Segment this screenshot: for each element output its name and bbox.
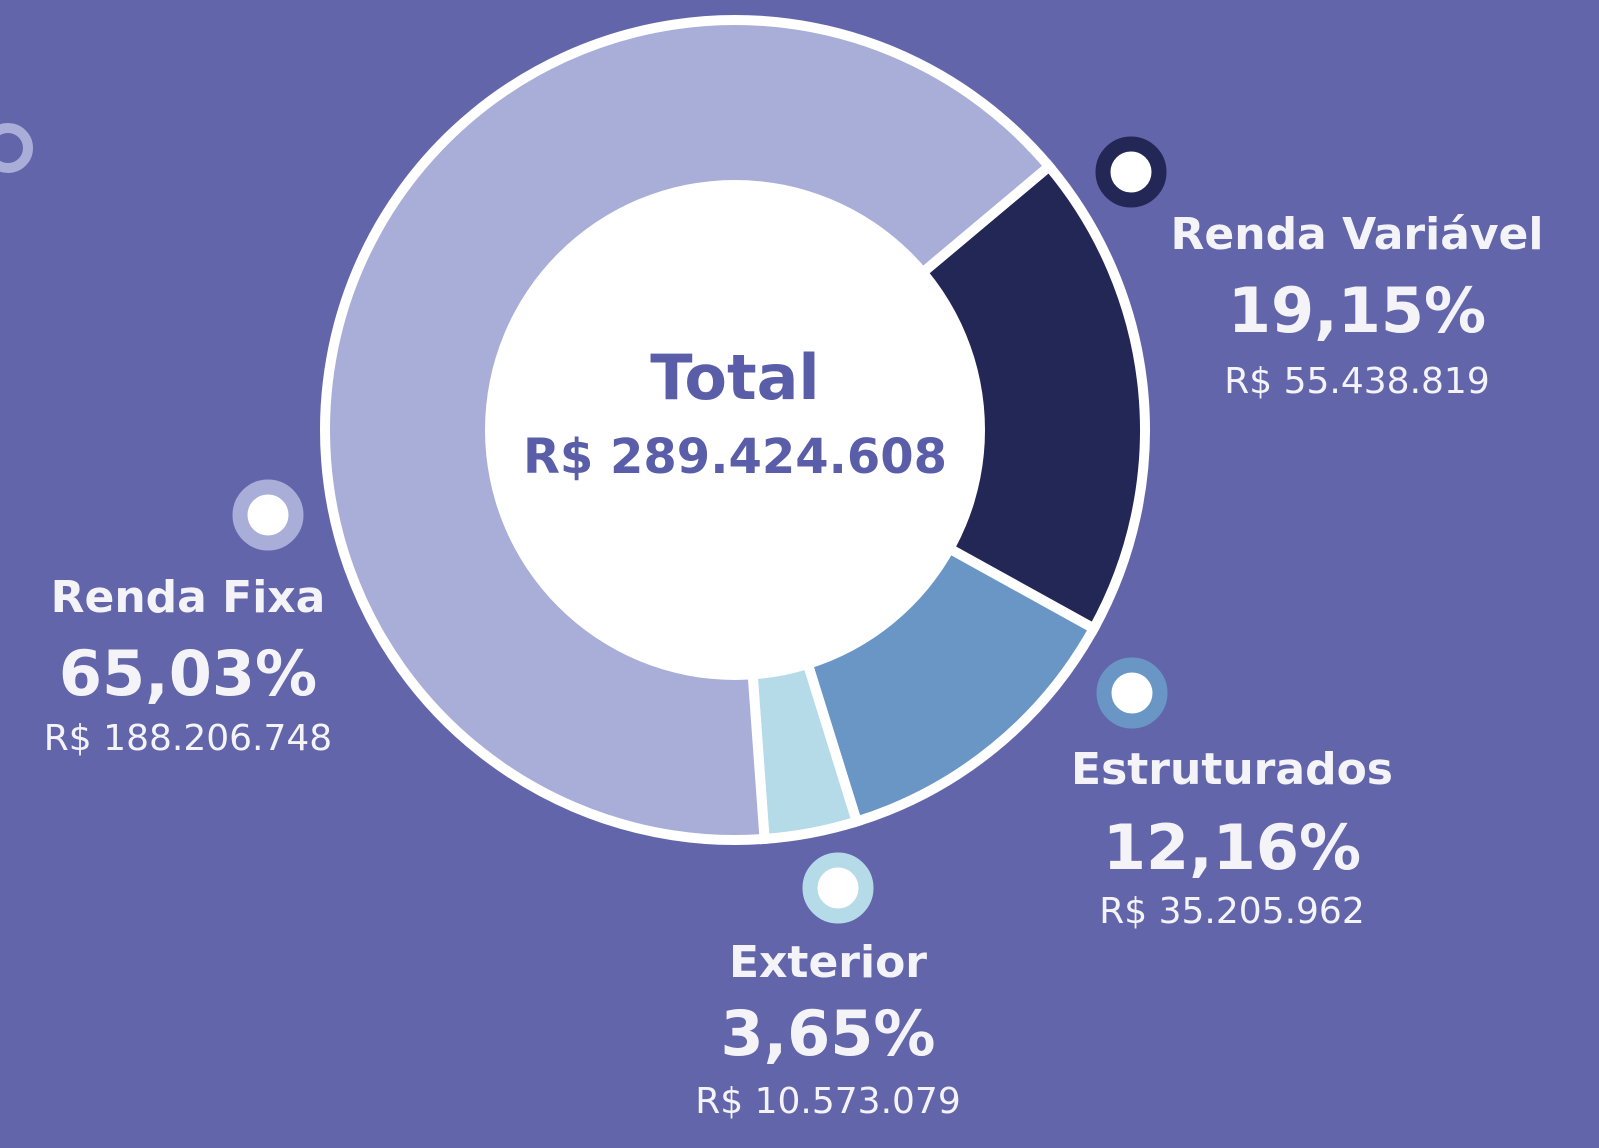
category-label: Renda Variável xyxy=(1171,209,1544,260)
center-title: Total xyxy=(650,341,819,414)
value-label: 65,03% xyxy=(59,637,317,710)
legend-marker xyxy=(1096,657,1168,729)
amount-label: R$ 55.438.819 xyxy=(1224,361,1489,402)
decor-marker xyxy=(0,123,33,173)
legend-marker xyxy=(232,479,304,551)
amount-label: R$ 10.573.079 xyxy=(695,1081,960,1122)
legend-marker xyxy=(1095,136,1167,208)
amount-label: R$ 188.206.748 xyxy=(44,718,332,759)
category-label: Renda Fixa xyxy=(51,572,326,623)
value-label: 3,65% xyxy=(720,997,935,1070)
value-label: 19,15% xyxy=(1228,274,1486,347)
center-label: R$ 289.424.608 xyxy=(523,429,947,485)
value-label: 12,16% xyxy=(1103,811,1361,884)
amount-label: R$ 35.205.962 xyxy=(1099,891,1364,932)
category-label: Estruturados xyxy=(1071,744,1393,795)
category-label: Exterior xyxy=(729,937,927,988)
legend-marker xyxy=(802,852,874,924)
donut-hole xyxy=(485,180,985,680)
